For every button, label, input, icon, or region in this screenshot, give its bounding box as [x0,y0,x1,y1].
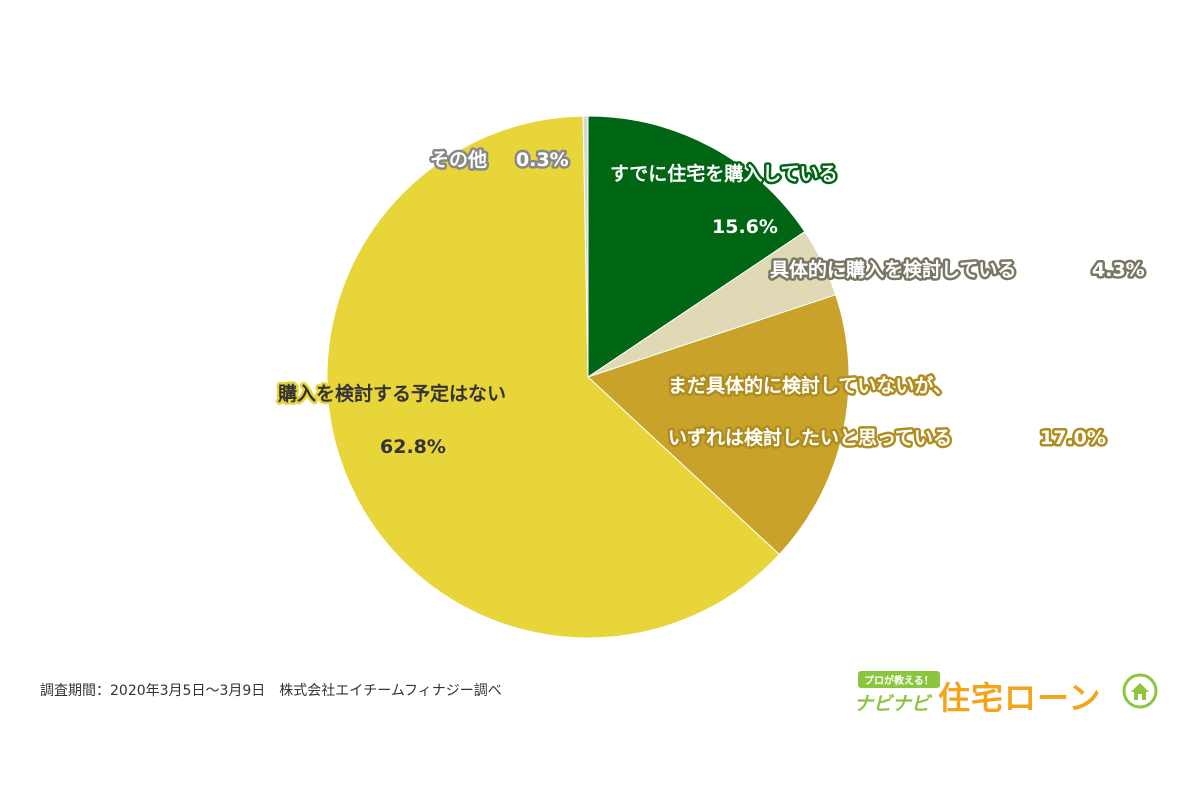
slice-label-future-line2: いずれは検討したいと思っている [668,426,952,449]
slice-label-purchased: すでに住宅を購入している [610,162,838,185]
slice-label-future-line1: まだ具体的に検討していないが、 [668,374,952,397]
pie-slice-purchased [587,115,806,378]
brand-sub: ナビナビ [854,693,931,715]
survey-footnote: 調査期間：2020年3月5日～3月9日 株式会社エイチームフィナジー調べ [40,683,502,699]
pie-slice-future [587,294,850,556]
slice-value-other: 0.3% [516,149,569,171]
slice-label-no-plan: 購入を検討する予定はない [278,382,506,405]
pie-slice-no-plan [326,115,781,639]
slice-value-considering: 4.3% [1092,259,1145,281]
pie-slice-other [582,115,589,378]
slice-value-future: 17.0% [1040,427,1106,449]
brand-logo: プロが教える！ ナビナビ 住宅ローン [852,665,1162,725]
slice-label-considering: 具体的に購入を検討している [770,258,1016,281]
house-icon [1122,673,1158,709]
slice-value-purchased: 15.6% [712,216,778,238]
slice-label-other: その他 [430,148,487,171]
slice-value-no-plan: 62.8% [380,436,446,458]
brand-main: 住宅ローン [938,679,1102,717]
brand-tagline: プロが教える！ [858,671,940,688]
